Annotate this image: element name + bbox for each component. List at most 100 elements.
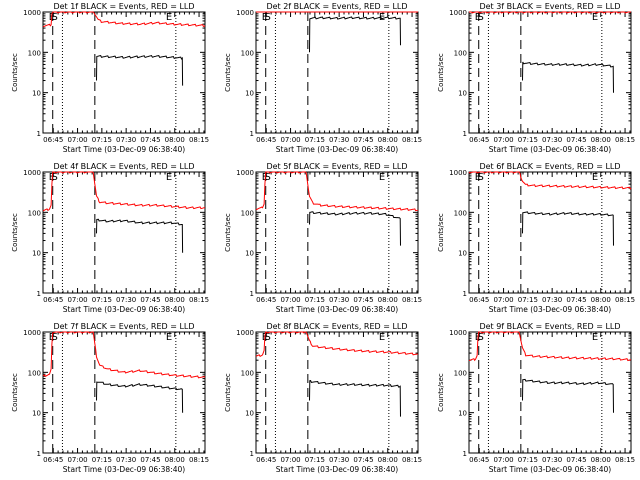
x-tick-label: 07:45: [140, 136, 160, 144]
plot-frame: [42, 11, 206, 134]
plot-frame: [468, 171, 632, 294]
y-tick-label: 1000: [23, 169, 41, 177]
y-tick-label: 1: [250, 290, 254, 298]
x-tick-label: 07:00: [493, 296, 513, 304]
x-tick-label: 07:30: [542, 456, 562, 464]
start-marker-label: E: [475, 12, 481, 23]
s-marker-label: S: [51, 172, 57, 183]
s-marker-label: S: [477, 12, 483, 23]
panel-title: Det 4f BLACK = Events, RED = LLD: [53, 162, 194, 171]
s-marker-label: S: [51, 12, 57, 23]
lld-series-line: [255, 171, 419, 212]
lld-series-line: [255, 331, 419, 357]
y-tick-label: 1000: [236, 329, 254, 337]
y-tick-label: 10: [458, 250, 467, 258]
y-tick-label: 1: [250, 450, 254, 458]
x-tick-label: 07:15: [518, 456, 538, 464]
y-tick-label: 100: [28, 49, 41, 57]
end-marker-label: E: [592, 172, 598, 183]
detector-panel: Det 8f BLACK = Events, RED = LLD 1 10 100 10…: [224, 322, 422, 474]
x-tick-label: 08:15: [189, 136, 209, 144]
end-marker-label: E: [379, 12, 385, 23]
x-tick-label: 07:00: [493, 136, 513, 144]
x-tick-label: 07:15: [518, 136, 538, 144]
y-tick-label: 1000: [449, 9, 467, 17]
detector-panel: Det 3f BLACK = Events, RED = LLD 1 10 100 10…: [437, 2, 635, 154]
y-tick-label: 1000: [23, 9, 41, 17]
x-tick-label: 06:45: [469, 296, 489, 304]
x-tick-label: 07:45: [353, 456, 373, 464]
plot-frame: [42, 171, 206, 294]
end-marker-label: E: [592, 332, 598, 343]
y-axis-label: Counts/sec: [11, 53, 19, 92]
x-tick-label: 07:45: [140, 296, 160, 304]
x-tick-label: 08:00: [165, 296, 185, 304]
y-tick-label: 100: [241, 369, 254, 377]
y-axis-label: Counts/sec: [437, 373, 445, 412]
x-tick-label: 06:45: [256, 456, 276, 464]
x-tick-label: 07:45: [353, 296, 373, 304]
x-tick-label: 07:15: [518, 296, 538, 304]
x-tick-label: 08:15: [402, 136, 422, 144]
s-marker-label: S: [477, 172, 483, 183]
y-tick-label: 100: [28, 369, 41, 377]
x-tick-label: 07:30: [116, 136, 136, 144]
panel-title: Det 8f BLACK = Events, RED = LLD: [266, 322, 407, 331]
end-marker-label: E: [166, 12, 172, 23]
panel-title: Det 3f BLACK = Events, RED = LLD: [479, 2, 620, 11]
events-series-line: [96, 381, 184, 413]
events-series-line: [522, 378, 614, 413]
x-tick-label: 08:15: [402, 296, 422, 304]
plot-frame: [255, 171, 419, 294]
plot-frame: [468, 11, 632, 134]
x-tick-label: 07:45: [353, 136, 373, 144]
end-marker-label: E: [379, 332, 385, 343]
x-tick-label: 07:15: [305, 296, 325, 304]
y-tick-label: 10: [32, 90, 41, 98]
x-tick-label: 07:15: [92, 296, 112, 304]
x-tick-label: 07:00: [280, 456, 300, 464]
x-tick-label: 07:30: [329, 296, 349, 304]
x-tick-label: 07:45: [566, 456, 586, 464]
end-marker-label: E: [166, 172, 172, 183]
plot-frame: [255, 331, 419, 454]
y-tick-label: 1: [37, 290, 41, 298]
s-marker-label: S: [264, 12, 270, 23]
y-tick-label: 1: [463, 130, 467, 138]
y-tick-label: 1000: [236, 9, 254, 17]
x-tick-label: 07:00: [67, 296, 87, 304]
x-tick-label: 06:45: [43, 296, 63, 304]
x-tick-label: 07:30: [542, 136, 562, 144]
x-axis-label: Start Time (03-Dec-09 06:38:40): [489, 465, 611, 474]
x-tick-label: 07:30: [542, 296, 562, 304]
events-series-line: [96, 218, 184, 253]
y-axis-label: Counts/sec: [11, 373, 19, 412]
panel-title: Det 2f BLACK = Events, RED = LLD: [266, 2, 407, 11]
detector-panel: Det 9f BLACK = Events, RED = LLD 1 10 100 10…: [437, 322, 635, 474]
y-tick-label: 10: [32, 410, 41, 418]
detector-panel: Det 7f BLACK = Events, RED = LLD 1 10 100 10…: [11, 322, 209, 474]
end-marker-label: E: [592, 12, 598, 23]
s-marker-label: S: [477, 332, 483, 343]
x-tick-label: 07:00: [67, 136, 87, 144]
x-tick-label: 08:15: [615, 136, 635, 144]
detector-panel: Det 5f BLACK = Events, RED = LLD 1 10 100 10…: [224, 162, 422, 314]
start-marker-label: E: [475, 172, 481, 183]
end-marker-label: E: [166, 332, 172, 343]
x-tick-label: 08:00: [591, 456, 611, 464]
y-axis-label: Counts/sec: [224, 53, 232, 92]
y-tick-label: 10: [458, 410, 467, 418]
y-tick-label: 1: [463, 290, 467, 298]
y-axis-label: Counts/sec: [224, 373, 232, 412]
panel-title: Det 6f BLACK = Events, RED = LLD: [479, 162, 620, 171]
plot-frame: [255, 11, 419, 134]
detector-panel: Det 4f BLACK = Events, RED = LLD 1 10 100 10…: [11, 162, 209, 314]
x-tick-label: 08:00: [378, 296, 398, 304]
x-tick-label: 07:45: [566, 296, 586, 304]
x-tick-label: 06:45: [43, 456, 63, 464]
lld-series-line: [468, 331, 632, 362]
events-series-line: [96, 55, 184, 86]
detector-panel: Det 1f BLACK = Events, RED = LLD 1 10 100 10…: [11, 2, 209, 154]
